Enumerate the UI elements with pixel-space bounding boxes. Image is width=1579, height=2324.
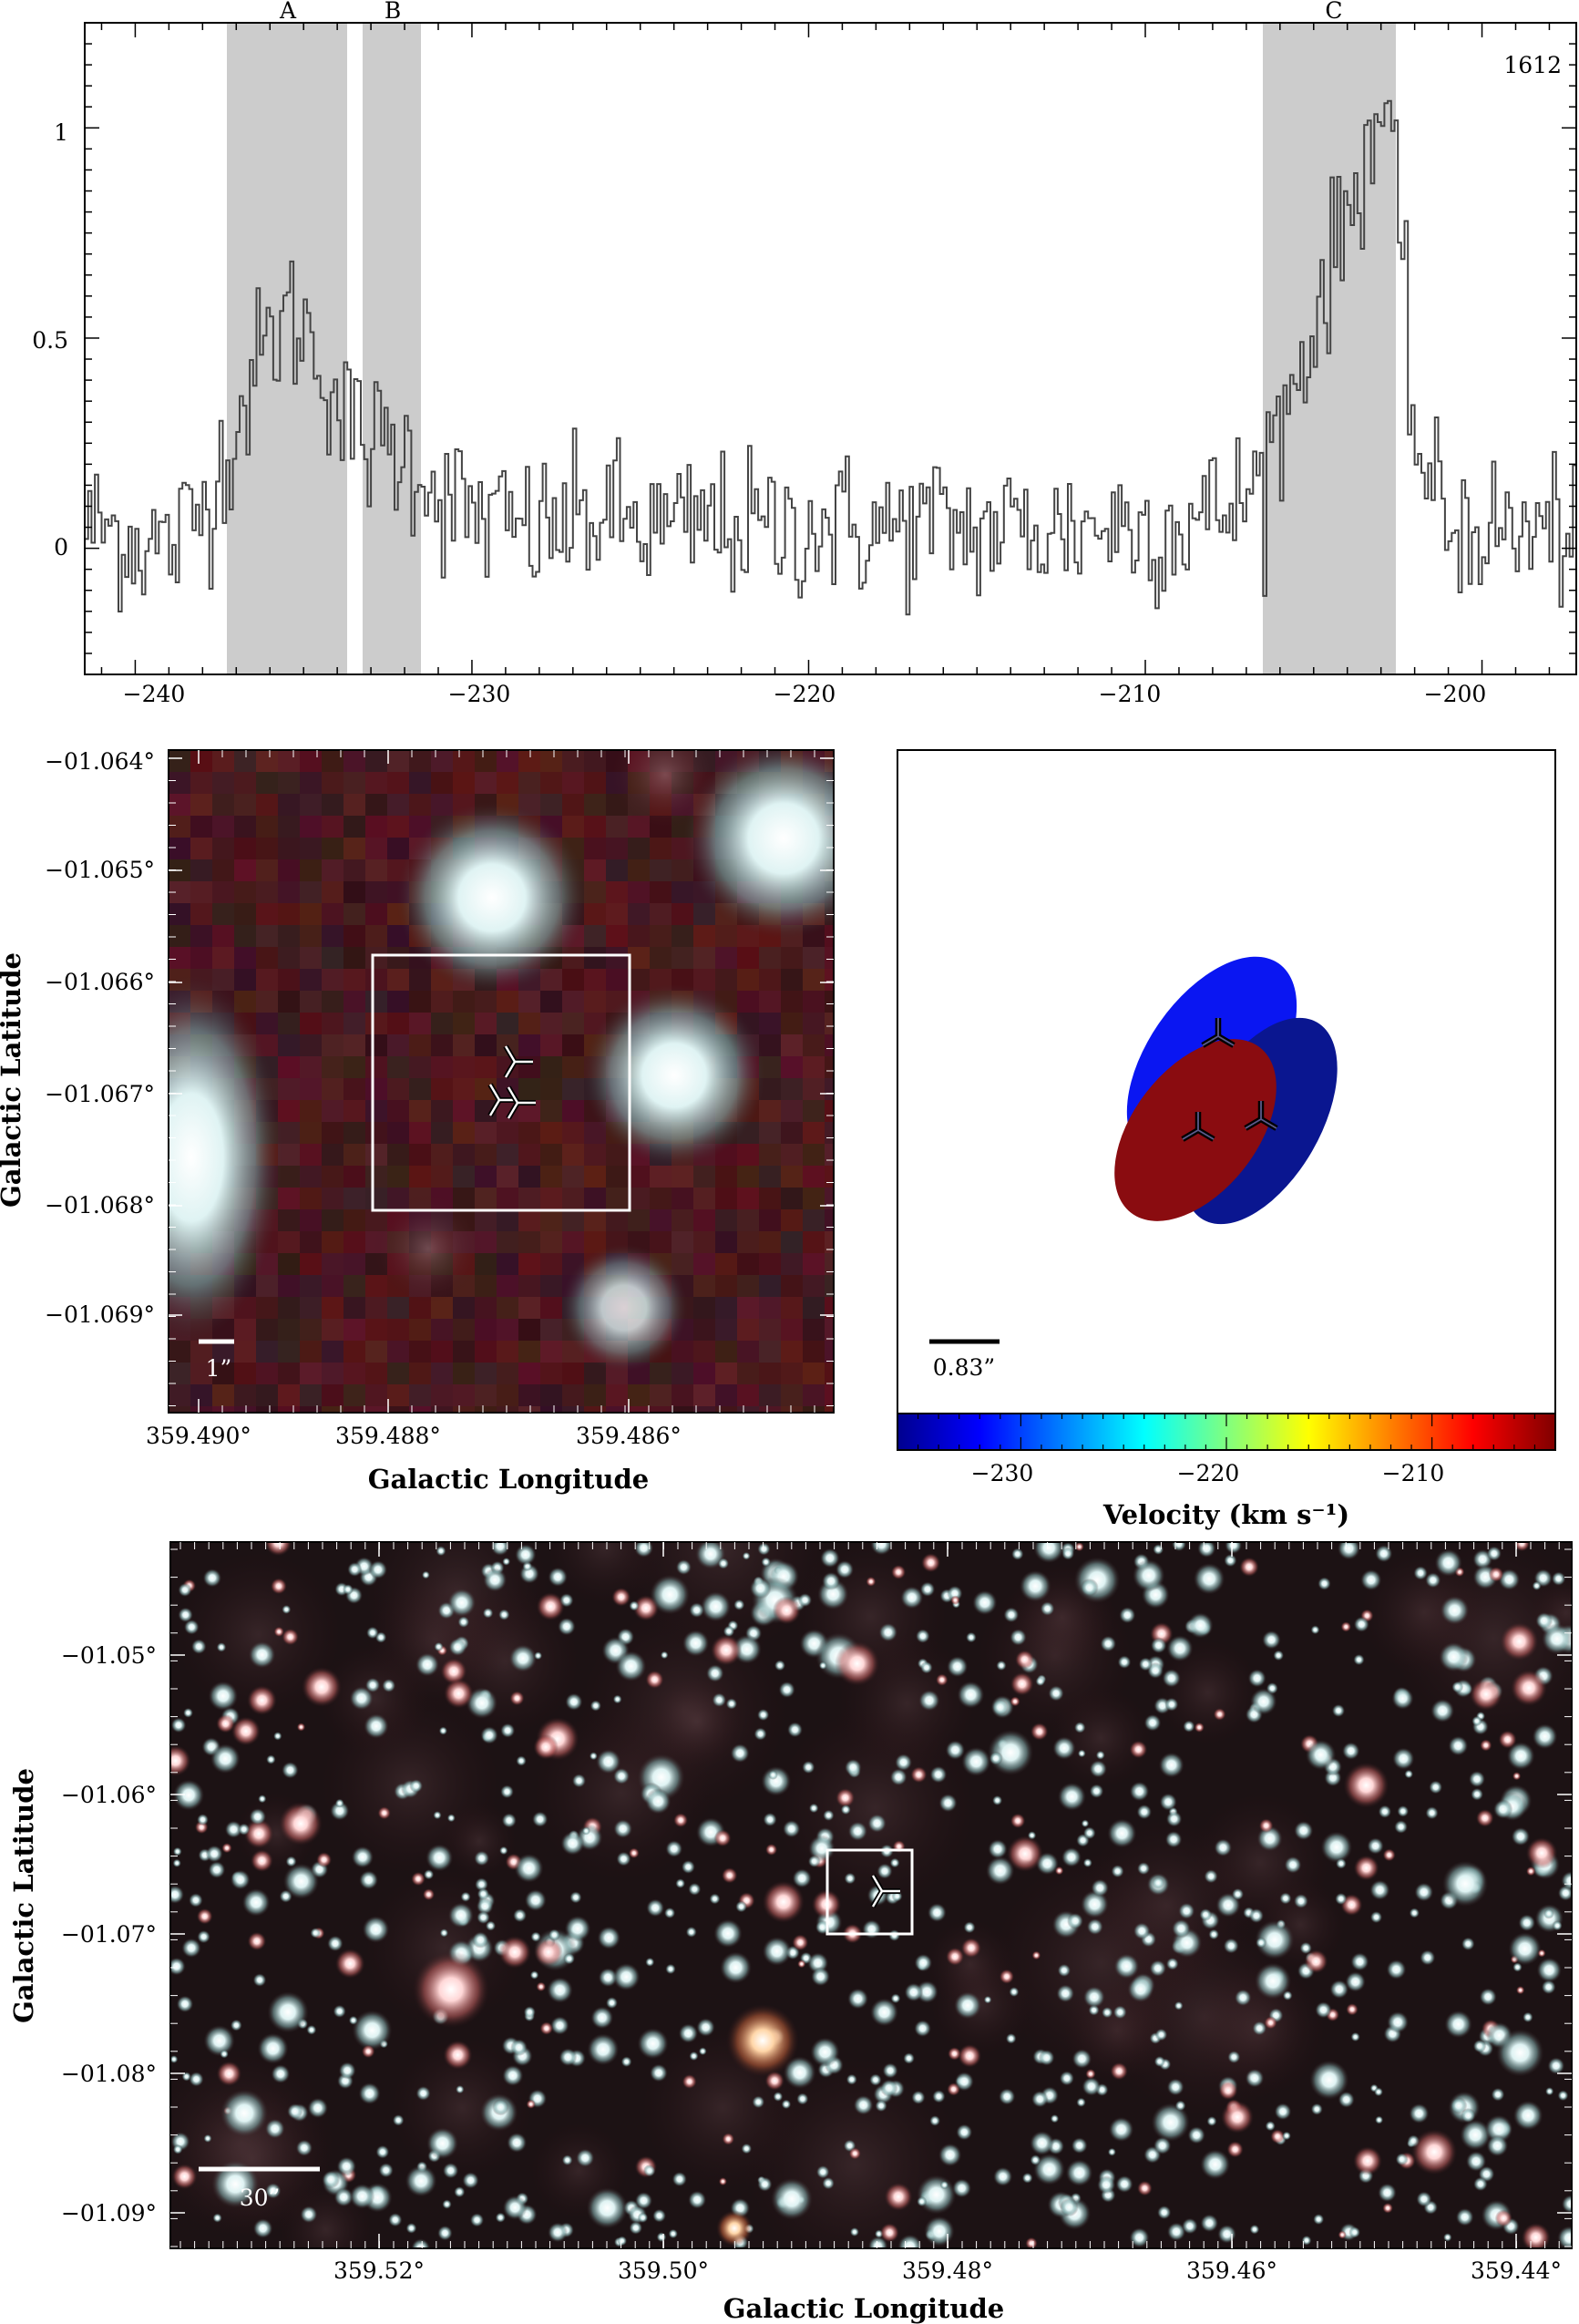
colorbar-tick-label: −230 xyxy=(971,1460,1034,1486)
spectrum-x-tick-labels: −240 −230 −220 −210 −200 xyxy=(123,681,1487,707)
wide-field-frame xyxy=(169,1541,1573,2249)
closeup-y-tick-labels: −01.064° −01.065° −01.066° −01.067° −01.… xyxy=(45,748,155,1328)
colorbar-tick-label: −220 xyxy=(1177,1460,1240,1486)
y-tick-label: −01.069° xyxy=(45,1301,155,1328)
shaded-regions xyxy=(227,23,1396,674)
closeup-ticks xyxy=(169,750,834,1413)
x-tick-label: 359.490° xyxy=(146,1423,251,1449)
closeup-image xyxy=(169,750,834,1413)
y-tick-label: −01.068° xyxy=(45,1192,155,1219)
y-tick-label: −01.067° xyxy=(45,1081,155,1107)
y-tick-label: 1 xyxy=(54,119,68,146)
y-tick-label: −01.07° xyxy=(61,1921,157,1948)
region-label-c: C xyxy=(1325,0,1342,24)
x-tick-label: −220 xyxy=(774,681,836,707)
wide-field-zoom-box xyxy=(825,1848,914,1936)
colorbar-tick-labels: −230 −220 −210 xyxy=(971,1460,1445,1486)
y-tick-label: −01.09° xyxy=(61,2200,157,2226)
wide-field-ticks xyxy=(170,1542,1572,2248)
spectrum-trace xyxy=(85,99,1576,616)
y-tick-label: −01.08° xyxy=(61,2061,157,2087)
x-tick-label: −200 xyxy=(1424,681,1487,707)
x-tick-label: 359.44° xyxy=(1471,2257,1562,2284)
wide-field-x-axis-title: Galactic Longitude xyxy=(723,2293,1005,2324)
colorbar-title: Velocity (km s⁻¹) xyxy=(1102,1499,1349,1530)
region-b-band xyxy=(363,23,421,674)
closeup-x-tick-labels: 359.490° 359.488° 359.486° xyxy=(146,1423,682,1449)
x-tick-label: 359.48° xyxy=(902,2257,993,2284)
colorbar-tick-label: −210 xyxy=(1382,1460,1445,1486)
velocity-scalebar-label: 0.83” xyxy=(933,1354,995,1381)
x-tick-label: 359.486° xyxy=(576,1423,682,1449)
wide-field-x-tick-labels: 359.52° 359.50° 359.48° 359.46° 359.44° xyxy=(333,2257,1562,2284)
closeup-panel: 1” −01.064° −01.065° −01.066° −01.067° −… xyxy=(0,748,835,1495)
y-tick-label: 0.5 xyxy=(32,327,68,354)
y-tick-label: 0 xyxy=(54,534,68,560)
y-tick-label: −01.05° xyxy=(61,1642,157,1669)
region-label-a: A xyxy=(279,0,297,24)
region-c-band xyxy=(1263,23,1396,674)
x-tick-label: −230 xyxy=(448,681,511,707)
spectrum-y-tick-labels: 0 0.5 1 xyxy=(32,119,68,560)
wide-field-image xyxy=(170,1542,1572,2248)
colorbar-ticks xyxy=(917,1414,1536,1450)
closeup-zoom-box xyxy=(371,953,631,1212)
x-tick-label: 359.488° xyxy=(335,1423,441,1449)
spectrum-corner-label: 1612 xyxy=(1503,52,1562,78)
y-tick-label: −01.064° xyxy=(45,748,155,775)
spectrum-frame xyxy=(84,22,1577,675)
x-tick-label: −240 xyxy=(123,681,186,707)
spectrum-ticks xyxy=(85,23,1576,674)
wide-field-panel: 30” −01.05° −01.06° −01.07° −01.08° −01.… xyxy=(8,1541,1573,2324)
velocity-map-panel: 0.83” −230 −220 −210 Velocity (km s⁻¹) xyxy=(897,749,1556,1530)
wide-field-y-tick-labels: −01.05° −01.06° −01.07° −01.08° −01.09° xyxy=(61,1642,157,2226)
wide-field-y-axis-title: Galactic Latitude xyxy=(8,1768,39,2023)
region-label-b: B xyxy=(384,0,401,24)
closeup-x-axis-title: Galactic Longitude xyxy=(368,1464,650,1495)
region-a-band xyxy=(227,23,347,674)
y-tick-label: −01.066° xyxy=(45,969,155,995)
x-tick-label: 359.46° xyxy=(1186,2257,1277,2284)
region-labels: A B C xyxy=(279,0,1343,24)
wide-field-scalebar-label: 30” xyxy=(240,2185,281,2211)
closeup-scalebar-label: 1” xyxy=(206,1355,232,1382)
closeup-frame xyxy=(168,749,835,1414)
closeup-scalebar: 1” xyxy=(199,1339,234,1382)
y-tick-label: −01.065° xyxy=(45,857,155,883)
wide-field-scalebar: 30” xyxy=(199,2166,320,2211)
closeup-y-axis-title: Galactic Latitude xyxy=(0,952,26,1208)
x-tick-label: 359.52° xyxy=(333,2257,425,2284)
y-tick-label: −01.06° xyxy=(61,1782,157,1808)
spectrum-panel: −240 −230 −220 −210 −200 0 0.5 1 A B C 1… xyxy=(32,0,1577,707)
x-tick-label: −210 xyxy=(1099,681,1162,707)
x-tick-label: 359.50° xyxy=(618,2257,709,2284)
velocity-scalebar: 0.83” xyxy=(929,1339,1000,1381)
